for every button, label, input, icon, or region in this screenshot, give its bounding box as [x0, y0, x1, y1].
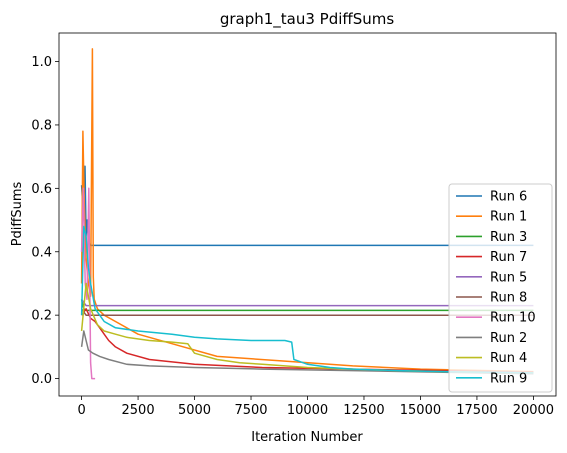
legend-label-run-9: Run 9 [490, 371, 527, 386]
x-tick-label: 0 [77, 403, 85, 418]
series-line-run-10 [80, 187, 96, 380]
x-tick-label: 12500 [343, 403, 384, 418]
x-tick-label: 10000 [287, 403, 328, 418]
y-tick-label: 0.8 [31, 118, 52, 133]
y-axis: 0.0 0.2 0.4 0.6 0.8 1.0 [31, 55, 59, 387]
legend-label-run-2: Run 2 [490, 331, 527, 346]
x-tick-label: 7500 [234, 403, 267, 418]
y-axis-title: PdiffSums [10, 181, 25, 246]
x-axis: 0 2500 5000 7500 10000 12500 15000 17500 20000 [77, 396, 554, 418]
series-line-run-1 [80, 48, 534, 373]
series-line-run-2 [80, 330, 534, 375]
legend-label-run-7: Run 7 [490, 250, 527, 265]
x-tick-label: 20000 [513, 403, 554, 418]
legend: Run 6 Run 1 Run 3 Run 7 Run 5 Run 8 Run 10 Run … [448, 183, 553, 393]
legend-label-run-6: Run 6 [490, 190, 527, 205]
x-tick-label: 2500 [122, 403, 155, 418]
chart-title: graph1_tau3 PdiffSums [220, 10, 395, 29]
y-tick-label: 0.0 [31, 372, 52, 387]
x-tick-label: 15000 [400, 403, 441, 418]
legend-label-run-1: Run 1 [490, 210, 527, 225]
legend-label-run-5: Run 5 [490, 270, 527, 285]
legend-label-run-3: Run 3 [490, 230, 527, 245]
series-line-run-9 [80, 225, 534, 374]
x-axis-title: Iteration Number [251, 430, 363, 445]
legend-label-run-8: Run 8 [490, 291, 527, 306]
series-line-run-5 [80, 298, 534, 307]
plot-area [80, 48, 534, 380]
x-tick-label: 17500 [456, 403, 497, 418]
y-tick-label: 0.6 [31, 182, 52, 197]
y-tick-label: 0.2 [31, 309, 52, 324]
y-tick-label: 0.4 [31, 245, 52, 260]
y-tick-label: 1.0 [31, 55, 52, 70]
legend-label-run-4: Run 4 [490, 351, 527, 366]
x-tick-label: 5000 [178, 403, 211, 418]
legend-label-run-10: Run 10 [490, 311, 536, 326]
